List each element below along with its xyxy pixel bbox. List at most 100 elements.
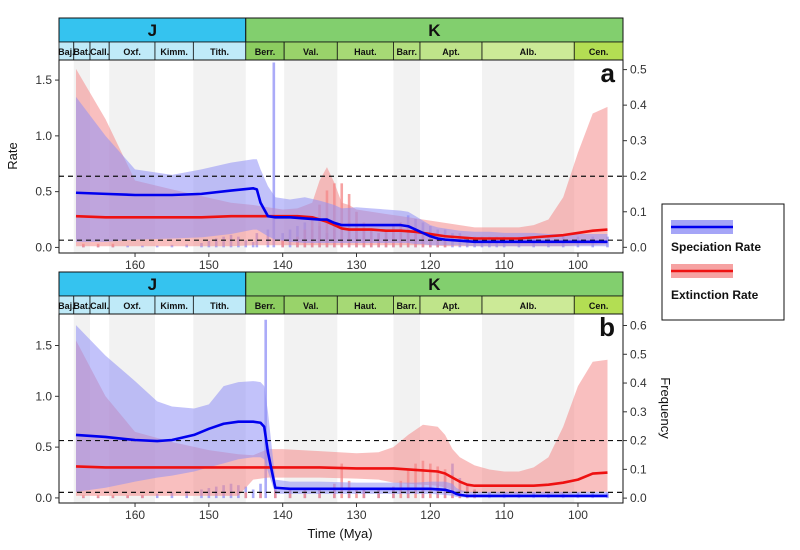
period-label: K xyxy=(428,275,441,294)
extinction-rate-line xyxy=(75,214,608,240)
panel-a: J K Baj.Bat. Call. Oxf. Kimm. Tith. Berr. Val. Ha… xyxy=(35,17,647,272)
extinction-frequency-bar xyxy=(111,495,115,499)
x-tick-label: 120 xyxy=(420,508,440,522)
y2-tick-label: 0.2 xyxy=(630,434,647,448)
stage-label: Haut. xyxy=(354,301,377,311)
stage-label: Val. xyxy=(303,47,319,57)
x-tick-label: 120 xyxy=(420,258,440,272)
speciation-frequency-bar xyxy=(259,483,262,499)
y2-tick-label: 0.5 xyxy=(630,347,647,361)
speciation-frequency-bar xyxy=(251,489,255,499)
legend-extinction-label: Extinction Rate xyxy=(671,288,759,302)
plot-frame xyxy=(58,313,624,504)
x-tick-label: 130 xyxy=(346,258,366,272)
legend: Speciation Rate Extinction Rate xyxy=(661,203,785,321)
stage-label: Haut. xyxy=(354,47,377,57)
plot-frame xyxy=(58,59,624,254)
y2-tick-label: 0.4 xyxy=(630,98,647,112)
stage-label: Berr. xyxy=(255,301,276,311)
stage-label: Bat. xyxy=(73,301,90,311)
x-tick-label: 110 xyxy=(495,258,514,272)
extinction-frequency-bar xyxy=(259,492,262,499)
x-tick-label: 100 xyxy=(568,508,588,522)
x-tick-label: 140 xyxy=(273,508,293,522)
y-axis-title-rate: Rate xyxy=(5,142,20,169)
y2-tick-label: 0.2 xyxy=(630,169,647,183)
x-tick-label: 160 xyxy=(125,508,145,522)
stage-label: Alb. xyxy=(520,47,537,57)
y-tick-label: 1.0 xyxy=(35,389,52,403)
speciation-rate-ci-band xyxy=(75,96,608,247)
y-tick-label: 1.5 xyxy=(35,73,52,87)
x-tick-label: 110 xyxy=(495,508,514,522)
stage-label: Cen. xyxy=(589,47,609,57)
stage-label: Oxf. xyxy=(123,47,141,57)
period-box xyxy=(245,17,624,43)
period-box xyxy=(58,271,247,297)
y2-tick-label: 0.0 xyxy=(630,491,647,505)
extinction-frequency-bar xyxy=(340,463,344,499)
panel-letter: a xyxy=(601,58,616,88)
y2-tick-label: 0.6 xyxy=(630,319,647,333)
y-tick-label: 0.0 xyxy=(35,491,52,505)
y2-tick-label: 0.3 xyxy=(630,405,647,419)
y2-tick-label: 0.0 xyxy=(630,240,647,254)
stage-label: Val. xyxy=(303,301,319,311)
stage-label: Call. xyxy=(90,301,109,311)
y-tick-label: 0.0 xyxy=(35,240,52,254)
stage-label: Tith. xyxy=(210,301,229,311)
y2-tick-label: 0.5 xyxy=(630,63,647,77)
panel-letter: b xyxy=(599,312,615,342)
stage-label: Bat. xyxy=(73,47,90,57)
stage-label: Barr. xyxy=(396,47,417,57)
stage-label: Kimm. xyxy=(160,301,188,311)
period-label: K xyxy=(428,21,441,40)
period-box xyxy=(58,17,247,43)
extinction-frequency-bar xyxy=(96,495,100,499)
speciation-rate-line xyxy=(75,420,608,498)
stage-label: Cen. xyxy=(589,301,609,311)
speciation-rate-ci-band xyxy=(75,325,608,498)
x-axis-title: Time (Mya) xyxy=(307,526,372,541)
speciation-frequency-bar xyxy=(155,493,159,499)
stage-label: Apt. xyxy=(442,301,460,311)
period-label: J xyxy=(148,21,157,40)
y-tick-label: 1.0 xyxy=(35,129,52,143)
y2-tick-label: 0.4 xyxy=(630,376,647,390)
stage-label: Alb. xyxy=(520,301,537,311)
legend-speciation-label: Speciation Rate xyxy=(671,240,761,254)
speciation-frequency-bar xyxy=(141,245,144,248)
y-tick-label: 1.5 xyxy=(35,339,52,353)
y2-tick-label: 0.3 xyxy=(630,134,647,148)
y-tick-label: 0.5 xyxy=(35,440,52,454)
extinction-frequency-bar xyxy=(82,495,85,499)
stage-label: Kimm. xyxy=(160,47,188,57)
x-tick-label: 100 xyxy=(568,258,588,272)
extinction-rate-line xyxy=(75,465,608,488)
y-tick-label: 0.5 xyxy=(35,185,52,199)
stage-label: Barr. xyxy=(396,301,417,311)
speciation-frequency-bar xyxy=(272,62,276,248)
stage-label: Baj. xyxy=(58,47,75,57)
x-tick-label: 130 xyxy=(346,508,366,522)
speciation-frequency-bar xyxy=(126,245,129,248)
stage-label: Apt. xyxy=(442,47,460,57)
period-label: J xyxy=(148,275,157,294)
stage-label: Berr. xyxy=(255,47,276,57)
speciation-rate-line xyxy=(75,186,608,244)
x-tick-label: 160 xyxy=(125,258,145,272)
stage-label: Tith. xyxy=(210,47,229,57)
stage-label: Call. xyxy=(90,47,109,57)
extinction-frequency-bar xyxy=(126,495,129,499)
x-tick-label: 150 xyxy=(199,508,219,522)
y2-tick-label: 0.1 xyxy=(630,462,647,476)
stage-label: Oxf. xyxy=(123,301,141,311)
y-axis-title-frequency: Frequency xyxy=(658,377,673,439)
extinction-frequency-bar xyxy=(244,492,248,499)
panel-b: J K Baj.Bat. Call. Oxf. Kimm. Tith. Berr. Val. Ha… xyxy=(35,271,647,522)
extinction-frequency-bar xyxy=(141,495,144,499)
speciation-frequency-bar xyxy=(155,245,159,248)
x-tick-label: 140 xyxy=(273,258,293,272)
stage-label: Baj. xyxy=(58,301,75,311)
